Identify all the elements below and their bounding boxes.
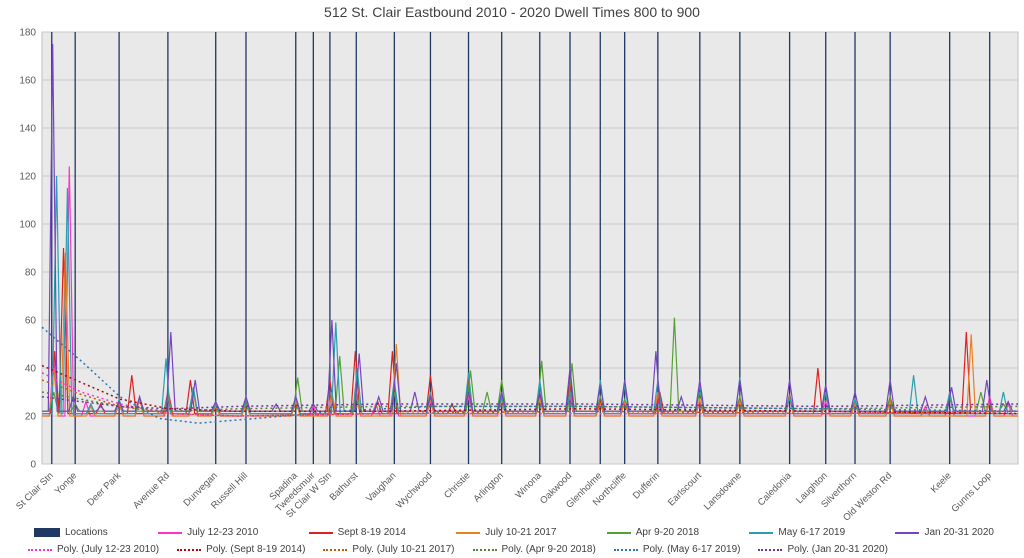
y-axis-tick-label: 180	[19, 28, 36, 39]
legend-swatch-dotted	[758, 548, 783, 551]
legend-swatch-dotted	[472, 548, 497, 551]
legend-row-trendlines: Poly. (July 12-23 2010) Poly. (Sept 8-19 …	[0, 541, 1024, 558]
trend-line-poly-jan-20-31-2020	[41, 396, 1019, 410]
trend-line-poly-sept-8-19-2014	[41, 364, 1019, 415]
legend-item-poly-july-10-21-2017: Poly. (July 10-21 2017)	[323, 544, 455, 555]
legend-label: Jan 20-31 2020	[924, 527, 994, 538]
y-axis-tick-label: 80	[25, 268, 37, 279]
x-axis-station-label: Dufferin	[631, 470, 662, 501]
legend-swatch-solid	[606, 531, 631, 534]
legend-label: July 12-23 2010	[187, 527, 259, 538]
legend-label: Poly. (Sept 8-19 2014)	[206, 544, 306, 555]
legend-label: Sept 8-19 2014	[337, 527, 406, 538]
legend-swatch-dotted	[323, 548, 348, 551]
series-line-jan-20-31-2020	[42, 43, 1018, 412]
legend-item-may-6-17-2019: May 6-17 2019	[749, 527, 845, 538]
legend-label: Poly. (Jan 20-31 2020)	[787, 544, 888, 555]
legend-swatch-solid	[456, 531, 481, 534]
y-axis-tick-label: 100	[19, 220, 36, 231]
legend-item-july-10-21-2017: July 10-21 2017	[456, 527, 556, 538]
legend-label: Poly. (Apr 9-20 2018)	[501, 544, 596, 555]
trend-line-poly-july-12-23-2010	[41, 372, 1019, 417]
legend-item-poly-jan-20-31-2020: Poly. (Jan 20-31 2020)	[758, 544, 888, 555]
y-axis-tick-label: 120	[19, 172, 36, 183]
x-axis-station-label: Arlington	[472, 470, 506, 504]
legend-item-sept-8-19-2014: Sept 8-19 2014	[308, 527, 406, 538]
legend-item-poly-sept-8-19-2014: Poly. (Sept 8-19 2014)	[177, 544, 305, 555]
trend-line-poly-july-10-21-2017	[41, 379, 1019, 417]
x-axis-station-label: Caledonia	[756, 470, 795, 509]
legend-label: May 6-17 2019	[778, 527, 846, 538]
legend-item-poly-may-6-17-2019: Poly. (May 6-17 2019)	[613, 544, 741, 555]
trend-line-poly-apr-9-20-2018	[41, 391, 1019, 412]
legend-swatch-solid	[749, 531, 774, 534]
y-axis-tick-label: 0	[30, 460, 36, 471]
legend-row-series: Locations July 12-23 2010 Sept 8-19 2014 Ju…	[0, 524, 1024, 541]
legend-item-apr-9-20-2018: Apr 9-20 2018	[606, 527, 700, 538]
x-axis-station-label: Wychwood	[394, 470, 435, 511]
legend-item-poly-apr-9-20-2018: Poly. (Apr 9-20 2018)	[472, 544, 596, 555]
legend-label: Poly. (July 10-21 2017)	[352, 544, 455, 555]
x-axis-station-label: Bathurst	[328, 470, 361, 503]
x-axis-station-label: Keele	[929, 470, 954, 495]
legend-swatch-solid	[308, 531, 333, 534]
x-axis-station-label: Avenue Rd	[131, 470, 172, 511]
legend-item-locations: Locations	[34, 527, 108, 538]
x-axis-station-label: Vaughan	[364, 470, 398, 504]
chart-title: 512 St. Clair Eastbound 2010 - 2020 Dwel…	[324, 4, 700, 20]
legend-swatch-solid	[895, 531, 920, 534]
legend-label: Poly. (July 12-23 2010)	[57, 544, 160, 555]
y-axis-tick-label: 20	[25, 412, 37, 423]
y-axis-tick-label: 160	[19, 76, 36, 87]
legend-swatch-dotted	[613, 548, 638, 551]
legend-label: Poly. (May 6-17 2019)	[642, 544, 741, 555]
y-axis-tick-label: 60	[25, 316, 37, 327]
legend-swatch-bar	[34, 528, 60, 537]
y-axis-tick-label: 40	[25, 364, 37, 375]
trend-line-poly-may-6-17-2019	[41, 326, 1019, 424]
x-axis-station-label: Christie	[442, 470, 473, 501]
x-axis-station-label: Yonge	[53, 470, 80, 497]
legend-item-jan-20-31-2020: Jan 20-31 2020	[895, 527, 994, 538]
legend-label: Locations	[65, 527, 108, 538]
y-axis-tick-label: 140	[19, 124, 36, 135]
legend-label: Apr 9-20 2018	[635, 527, 700, 538]
legend-item-july-12-23-2010: July 12-23 2010	[158, 527, 258, 538]
legend-item-poly-july-12-23-2010: Poly. (July 12-23 2010)	[28, 544, 159, 555]
legend-swatch-solid	[158, 531, 183, 534]
legend-label: July 10-21 2017	[485, 527, 557, 538]
x-axis-station-label: Earlscourt	[666, 470, 704, 508]
x-axis-station-label: Lansdowne	[702, 470, 744, 512]
legend: Locations July 12-23 2010 Sept 8-19 2014 Ju…	[0, 524, 1024, 558]
legend-swatch-dotted	[177, 548, 202, 551]
x-axis-station-label: Deer Park	[85, 470, 123, 508]
legend-swatch-dotted	[28, 548, 52, 551]
x-axis-station-label: St Clair Stn	[14, 470, 56, 512]
x-axis-station-label: Gunns Loop	[949, 470, 993, 514]
